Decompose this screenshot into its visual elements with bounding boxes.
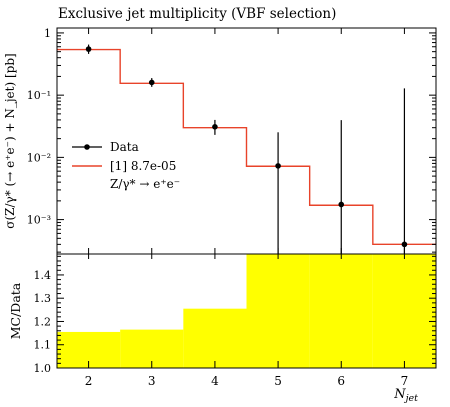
x-tick-label: 2: [85, 374, 93, 388]
ratio-y-tick-label: 1.3: [34, 292, 52, 305]
legend-data-label: Data: [110, 140, 139, 154]
main-panel: 1 10⁻¹ 10⁻² 10⁻³ σ(Z/γ* (→ e⁺e⁻) + N_jet) [p…: [3, 27, 437, 255]
y-tick-label: 10⁻²: [27, 151, 51, 164]
ratio-band-bin: [246, 254, 310, 368]
y-tick-label: 10⁻¹: [27, 89, 51, 102]
y-tick-label: 10⁻³: [27, 214, 51, 227]
ratio-y-tick-label: 1.2: [34, 315, 52, 328]
legend-mc-sublabel: Z/γ* → e⁺e⁻: [110, 177, 180, 191]
data-point: [401, 241, 408, 248]
x-tick-label: 7: [401, 374, 409, 388]
data-point: [338, 201, 345, 208]
ratio-frame: [56, 253, 437, 369]
ratio-y-tick-label: 1.4: [34, 269, 52, 282]
data-point: [148, 79, 155, 86]
y-tick-label: 1: [44, 27, 51, 40]
ratio-band-bin: [372, 254, 436, 368]
legend-data-marker: [84, 144, 90, 150]
ratio-y-label: MC/Data: [8, 282, 23, 339]
ratio-panel: 1.0 1.1 1.2 1.3 1.4 2 3 4 5 6 7 MC/Data Njet: [8, 253, 437, 404]
ratio-band-bin: [183, 308, 247, 368]
ratio-y-tick-label: 1.1: [34, 339, 52, 352]
data-point: [275, 163, 281, 169]
x-tick-label: 4: [211, 374, 219, 388]
x-axis-label: Njet: [393, 387, 418, 404]
x-tick-label: 3: [148, 374, 156, 388]
mc-step-line: [57, 48, 436, 246]
ratio-band-bin: [309, 254, 373, 368]
data-point: [85, 46, 92, 52]
data-point: [212, 124, 218, 130]
legend-mc-label: [1] 8.7e-05: [110, 159, 176, 173]
plot-title: Exclusive jet multiplicity (VBF selectio…: [58, 6, 336, 22]
x-tick-label: 5: [274, 374, 282, 388]
ratio-y-tick-label: 1.0: [34, 362, 52, 375]
x-tick-label: 6: [337, 374, 345, 388]
main-y-label: σ(Z/γ* (→ e⁺e⁻) + N_jet) [pb]: [3, 53, 17, 228]
